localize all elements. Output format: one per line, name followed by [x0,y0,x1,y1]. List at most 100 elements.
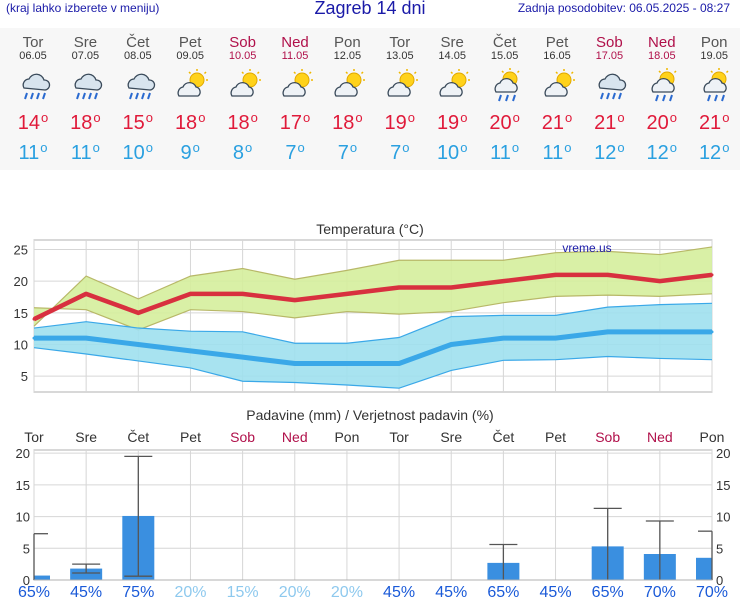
precip-x-tick: Sob [230,429,255,445]
temp-y-tick: 20 [14,274,28,289]
min-temp: 8o [232,140,253,164]
max-temp: 18o [332,110,363,134]
temp-point-min [606,330,610,334]
day-name: Sob [596,34,623,51]
precip-y-tick-right: 10 [716,510,730,525]
precip-probability-label: 15% [227,584,259,600]
precip-probability-label: 20% [331,584,363,600]
partly-cloudy-icon [334,69,366,97]
day-date: 18.05 [648,50,676,62]
temp-point-min [293,362,297,365]
min-temp: 7o [285,140,305,164]
page-title: Zagreb 14 dni [314,0,426,18]
precip-x-tick: Pet [180,429,201,445]
max-temp: 17o [279,110,311,134]
day-date: 06.05 [19,50,47,62]
temp-point-min [554,336,558,340]
precip-x-tick: Čet [492,429,514,445]
sun-cloud-rain-icon [651,68,677,102]
min-temp: 12o [646,140,678,164]
day-name: Sre [440,34,464,51]
temp-point-max [658,279,662,283]
day-name: Sob [229,34,256,51]
min-temp: 12o [594,140,625,164]
precip-bar [696,557,712,580]
temp-point-max [501,279,505,283]
day-name: Pon [334,34,361,51]
precip-probability-label: 45% [70,584,102,600]
max-temp: 18o [227,110,258,134]
precip-x-tick: Sre [440,429,462,445]
precip-chart-title: Padavine (mm) / Verjetnost padavin (%) [246,407,493,423]
temp-point-min [345,362,349,365]
day-name: Pet [545,34,569,51]
rain-cloud-icon [127,73,155,100]
min-temp: 12o [698,140,730,164]
precip-x-tick: Pon [700,429,725,445]
temp-band-upper-min [33,302,713,344]
rain-cloud-icon [598,73,627,100]
temp-band-upper-max [33,246,713,327]
temp-point-max [32,317,36,321]
precip-y-tick-left: 0 [23,573,30,588]
temp-band-lower-min [33,347,713,389]
precip-probability-label: 20% [279,584,311,600]
min-temp: 7o [337,140,358,164]
temp-point-min [397,362,401,365]
max-temp: 19o [436,110,468,134]
max-temp: 18o [174,110,206,134]
max-temp: 21o [594,110,625,134]
day-name: Sre [73,34,98,51]
partly-cloudy-icon [230,69,261,97]
day-name: Čet [492,34,517,51]
precip-x-tick: Pet [545,429,566,445]
day-date: 16.05 [543,50,571,62]
precip-x-tick: Ned [282,429,308,445]
precip-bar [70,568,103,580]
precip-probability-label: 20% [174,584,206,600]
temp-y-tick: 25 [14,243,28,258]
watermark: vreme.us [562,241,611,255]
max-temp: 20o [489,110,520,134]
precip-probability-label: 70% [696,584,728,600]
last-update: Zadnja posodobitev: 06.05.2025 - 08:27 [517,1,730,15]
location-menu-hint[interactable]: (kraj lahko izberete v meniju) [6,1,160,15]
day-date: 12.05 [333,50,362,62]
day-date: 10.05 [228,50,257,62]
precip-probability-label: 45% [383,584,415,600]
temp-point-max [345,292,349,296]
precip-x-tick: Sre [75,429,97,445]
temp-band-min [34,303,712,389]
temp-point-min [32,336,36,340]
day-date: 14.05 [438,50,466,62]
precip-probability-label: 75% [122,584,154,600]
partly-cloudy-icon [439,69,471,97]
sun-cloud-rain-icon [494,68,520,102]
temp-point-max [136,311,140,315]
day-date: 19.05 [700,50,728,62]
day-name: Pet [178,34,202,51]
temp-point-min [710,330,714,334]
day-date: 07.05 [71,50,100,62]
temp-line-min [34,329,712,366]
rain-cloud-icon [74,73,103,100]
temp-line-max [33,272,713,322]
precip-x-tick: Ned [647,429,673,445]
day-name: Ned [648,34,676,51]
precip-probability-label: 45% [435,584,467,600]
precip-x-tick: Tor [24,429,44,445]
header: (kraj lahko izberete v meniju) Zagreb 14… [0,0,740,20]
temp-point-min [84,336,88,340]
temp-y-tick: 15 [14,306,28,321]
partly-cloudy-icon [387,69,418,97]
precip-probability-label: 65% [18,584,50,600]
day-date: 11.05 [281,50,309,62]
min-temp: 11o [490,140,520,164]
precip-y-tick-left: 20 [16,446,30,461]
max-temp: 21o [698,110,730,134]
precip-x-tick: Pon [334,429,359,445]
max-temp: 18o [70,110,101,134]
temp-point-max [710,273,714,277]
temp-point-min [136,343,140,346]
